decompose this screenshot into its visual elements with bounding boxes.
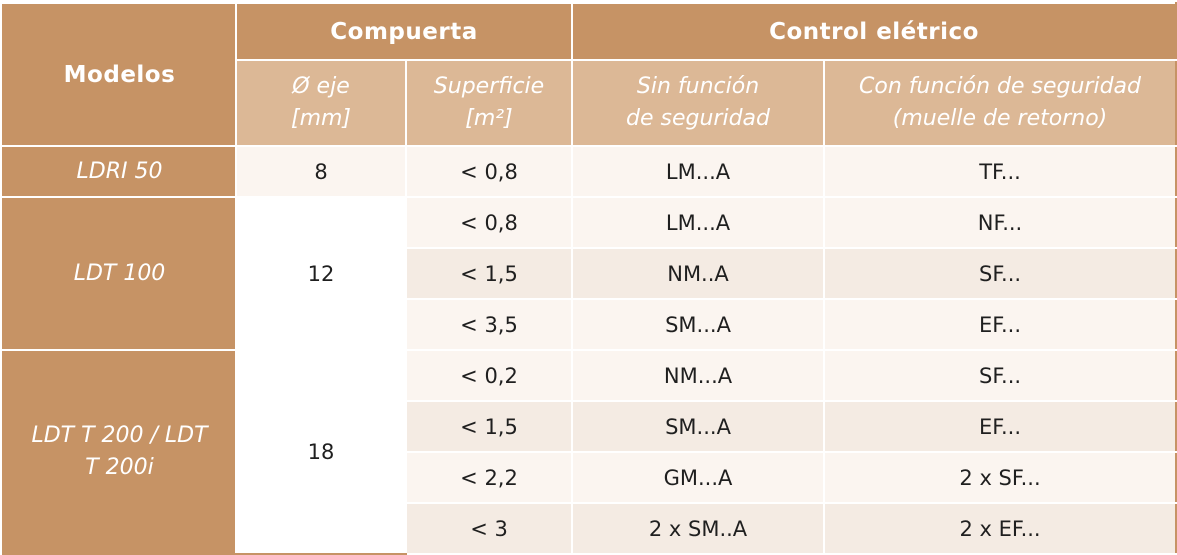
- model-cell-ldt-100: LDT 100: [2, 196, 237, 351]
- sin-funcion-header-line1: Sin función: [636, 74, 760, 99]
- con-funcion-cell: EF...: [823, 298, 1177, 351]
- compuerta-group-header: Compuerta: [234, 2, 574, 61]
- header-row-groups: Modelos Compuerta Control elétrico: [2, 2, 1177, 147]
- superficie-header: Superficie [m²]: [404, 59, 574, 147]
- header-row-columns: Ø eje [mm] Superficie [m²] Sin función d…: [3, 59, 1177, 147]
- eje-cell: 8: [235, 145, 407, 198]
- eje-cell: 12: [235, 196, 407, 351]
- table-row: LDT 100 12 < 0,8 LM...A NF...: [2, 196, 1177, 351]
- sin-funcion-cell: NM...A: [571, 349, 826, 402]
- superficie-cell: < 0,8: [404, 145, 574, 198]
- con-funcion-cell: 2 x EF...: [823, 502, 1177, 555]
- con-funcion-cell: NF...: [823, 196, 1177, 249]
- table-row: LDT T 200 / LDT T 200i 18 < 0,2 NM...A S…: [2, 349, 1177, 555]
- con-funcion-cell: SF...: [823, 247, 1177, 300]
- con-funcion-header-line2: (muelle de retorno): [892, 106, 1108, 131]
- sin-funcion-cell: NM..A: [571, 247, 826, 300]
- sin-funcion-header-line2: de seguridad: [626, 106, 770, 131]
- superficie-header-line1: Superficie: [433, 74, 545, 99]
- model-cell-ldri-50: LDRI 50: [2, 145, 237, 198]
- superficie-cell: < 3: [404, 502, 574, 555]
- eje-header: Ø eje [mm]: [235, 59, 407, 147]
- con-funcion-cell: SF...: [823, 349, 1177, 402]
- sin-funcion-cell: 2 x SM..A: [571, 502, 826, 555]
- table-row: < 3 2 x SM..A 2 x EF...: [3, 502, 1177, 555]
- sin-funcion-cell: LM...A: [571, 145, 826, 198]
- control-group-header: Control elétrico: [571, 2, 1177, 61]
- con-funcion-cell: TF...: [823, 145, 1177, 198]
- eje-header-line1: Ø eje: [292, 74, 350, 99]
- sin-funcion-cell: GM...A: [571, 451, 826, 504]
- sin-funcion-header: Sin función de seguridad: [571, 59, 826, 147]
- sin-funcion-cell: LM...A: [571, 196, 826, 249]
- superficie-header-line2: [m²]: [465, 106, 513, 131]
- con-funcion-cell: 2 x SF...: [823, 451, 1177, 504]
- superficie-cell: < 1,5: [404, 247, 574, 300]
- con-funcion-header-line1: Con función de seguridad: [859, 74, 1141, 99]
- table-row: < 3,5 SM...A EF...: [3, 298, 1177, 351]
- eje-header-line2: [mm]: [290, 106, 352, 131]
- superficie-cell: < 2,2: [404, 451, 574, 504]
- sin-funcion-cell: SM...A: [571, 400, 826, 453]
- con-funcion-cell: EF...: [823, 400, 1177, 453]
- model-cell-ldt-t-200: LDT T 200 / LDT T 200i: [2, 349, 237, 555]
- model-line1: LDT T 200 / LDT: [31, 423, 208, 448]
- models-header: Modelos: [2, 2, 237, 147]
- table-row: < 1,5 SM...A EF...: [3, 400, 1177, 453]
- sin-funcion-cell: SM...A: [571, 298, 826, 351]
- superficie-cell: < 3,5: [404, 298, 574, 351]
- model-line2: T 200i: [85, 455, 154, 480]
- superficie-cell: < 0,2: [404, 349, 574, 402]
- superficie-cell: < 1,5: [404, 400, 574, 453]
- table-row: LDRI 50 8 < 0,8 LM...A TF...: [2, 145, 1177, 198]
- con-funcion-header: Con función de seguridad (muelle de reto…: [823, 59, 1177, 147]
- table-row: < 2,2 GM...A 2 x SF...: [3, 451, 1177, 504]
- superficie-cell: < 0,8: [404, 196, 574, 249]
- eje-cell: 18: [235, 349, 407, 555]
- table-row: < 1,5 NM..A SF...: [3, 247, 1177, 300]
